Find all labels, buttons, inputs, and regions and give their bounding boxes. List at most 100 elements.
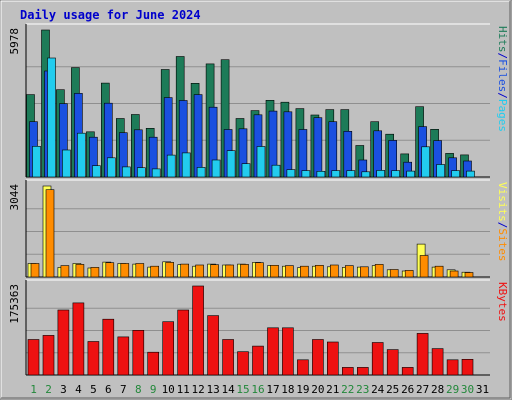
bar-kbytes-kbytes-day-14 — [222, 339, 234, 376]
bar-hits-pages-day-15 — [241, 163, 251, 178]
bar-kbytes-kbytes-day-20 — [312, 339, 324, 376]
x-tick-label-day-23: 23 — [356, 383, 369, 396]
bar-kbytes-kbytes-day-24 — [371, 342, 384, 376]
bar-visits-sites-day-13 — [210, 264, 219, 278]
panel-hits-max-label: 5978 — [8, 28, 21, 55]
x-tick-label-day-20: 20 — [311, 383, 324, 396]
bar-kbytes-kbytes-day-17 — [267, 327, 279, 376]
axis-title-part: / — [496, 53, 509, 60]
bar-kbytes-kbytes-day-18 — [282, 327, 294, 376]
axis-title-part: / — [496, 222, 509, 229]
bar-hits-pages-day-10 — [166, 154, 176, 178]
x-tick-label-day-8: 8 — [135, 383, 142, 396]
bar-visits-sites-day-21 — [329, 264, 339, 278]
x-tick-label-day-24: 24 — [371, 383, 385, 396]
panel-visits-max-label: 3044 — [8, 184, 21, 211]
x-tick-label-day-19: 19 — [296, 383, 309, 396]
bar-hits-pages-day-19 — [301, 170, 311, 178]
bar-visits-sites-day-10 — [165, 262, 174, 278]
bar-hits-pages-day-6 — [107, 157, 116, 178]
bar-hits-files-day-12 — [193, 94, 203, 178]
bar-visits-sites-day-16 — [255, 262, 264, 278]
bar-hits-pages-day-20 — [316, 171, 326, 178]
x-tick-label-day-16: 16 — [251, 383, 264, 396]
panel-visits-bg — [26, 180, 490, 277]
bar-visits-sites-day-18 — [285, 265, 294, 278]
bar-visits-sites-day-8 — [135, 263, 145, 278]
panel-kbytes-axis-title: KBytes — [496, 282, 509, 322]
bar-kbytes-kbytes-day-13 — [207, 315, 219, 376]
chart-title: Daily usage for June 2024 — [20, 8, 201, 22]
bar-visits-sites-day-29 — [449, 270, 459, 278]
bar-visits-sites-day-26 — [404, 270, 414, 278]
x-tick-label-day-5: 5 — [90, 383, 97, 396]
x-tick-label-day-18: 18 — [281, 383, 294, 396]
bar-visits-sites-day-2 — [45, 189, 55, 278]
x-tick-label-day-28: 28 — [431, 383, 444, 396]
x-tick-label-day-6: 6 — [105, 383, 112, 396]
bar-hits-pages-day-9 — [151, 168, 161, 178]
bar-kbytes-kbytes-day-6 — [102, 318, 115, 376]
bar-visits-sites-day-23 — [359, 266, 369, 278]
bar-kbytes-kbytes-day-2 — [42, 335, 55, 376]
axis-title-part: KBytes — [496, 282, 509, 322]
bar-kbytes-kbytes-day-29 — [446, 359, 459, 376]
x-tick-label-day-4: 4 — [75, 383, 82, 396]
bar-visits-sites-day-9 — [150, 265, 159, 278]
bar-kbytes-kbytes-day-15 — [237, 351, 249, 376]
bar-visits-sites-day-28 — [434, 265, 444, 278]
bar-hits-pages-day-18 — [286, 169, 296, 178]
x-tick-label-day-30: 30 — [461, 383, 474, 396]
x-tick-label-day-17: 17 — [266, 383, 279, 396]
x-tick-label-day-14: 14 — [221, 383, 235, 396]
bar-visits-sites-day-20 — [315, 264, 324, 278]
bar-hits-pages-day-22 — [346, 170, 356, 178]
x-tick-label-day-2: 2 — [45, 383, 52, 396]
x-tick-label-day-27: 27 — [416, 383, 429, 396]
bar-visits-sites-day-27 — [419, 255, 429, 278]
x-tick-label-day-1: 1 — [30, 383, 37, 396]
bar-kbytes-kbytes-day-22 — [341, 367, 354, 376]
bar-visits-sites-day-12 — [195, 264, 204, 278]
bar-kbytes-kbytes-day-3 — [57, 309, 70, 376]
x-tick-label-day-7: 7 — [120, 383, 127, 396]
bar-hits-pages-day-30 — [466, 170, 475, 178]
x-tick-label-day-25: 25 — [386, 383, 399, 396]
bar-hits-files-day-19 — [298, 129, 308, 178]
bar-hits-pages-day-7 — [122, 166, 131, 178]
x-tick-label-day-22: 22 — [341, 383, 354, 396]
bar-hits-files-day-24 — [373, 130, 383, 178]
bar-visits-sites-day-7 — [120, 263, 130, 278]
bar-visits-sites-day-15 — [240, 264, 249, 278]
bar-hits-pages-day-27 — [421, 146, 430, 178]
bar-kbytes-kbytes-day-5 — [87, 341, 100, 376]
x-tick-label-day-31: 31 — [476, 383, 489, 396]
bar-visits-sites-day-5 — [90, 267, 100, 278]
axis-title-part: Visits — [496, 182, 509, 222]
bar-visits-sites-day-14 — [225, 264, 234, 278]
bar-visits-sites-day-17 — [270, 264, 279, 278]
bar-hits-files-day-21 — [328, 121, 338, 178]
bar-hits-pages-day-16 — [256, 146, 266, 178]
bar-kbytes-kbytes-day-25 — [386, 349, 399, 376]
bar-kbytes-kbytes-day-1 — [27, 339, 40, 376]
x-tick-label-day-21: 21 — [326, 383, 339, 396]
bar-kbytes-kbytes-day-8 — [132, 329, 145, 376]
x-tick-label-day-26: 26 — [401, 383, 414, 396]
bar-hits-pages-day-28 — [436, 164, 445, 178]
bar-hits-pages-day-11 — [181, 152, 191, 178]
axis-title-part: Hits — [496, 26, 509, 53]
bar-hits-pages-day-29 — [451, 170, 460, 178]
bar-hits-pages-day-23 — [361, 171, 371, 178]
bar-kbytes-kbytes-day-26 — [401, 367, 414, 376]
bar-hits-pages-day-2 — [47, 57, 56, 178]
panel-kbytes: 175363 KBytes — [8, 279, 509, 376]
bar-kbytes-kbytes-day-10 — [162, 321, 174, 376]
bar-visits-sites-day-6 — [105, 262, 115, 278]
bar-kbytes-kbytes-day-21 — [326, 341, 339, 376]
axis-title-part: Files — [496, 59, 509, 92]
panel-kbytes-max-label: 175363 — [8, 284, 21, 324]
bar-visits-sites-day-4 — [75, 264, 85, 278]
bar-hits-pages-day-1 — [32, 146, 41, 178]
